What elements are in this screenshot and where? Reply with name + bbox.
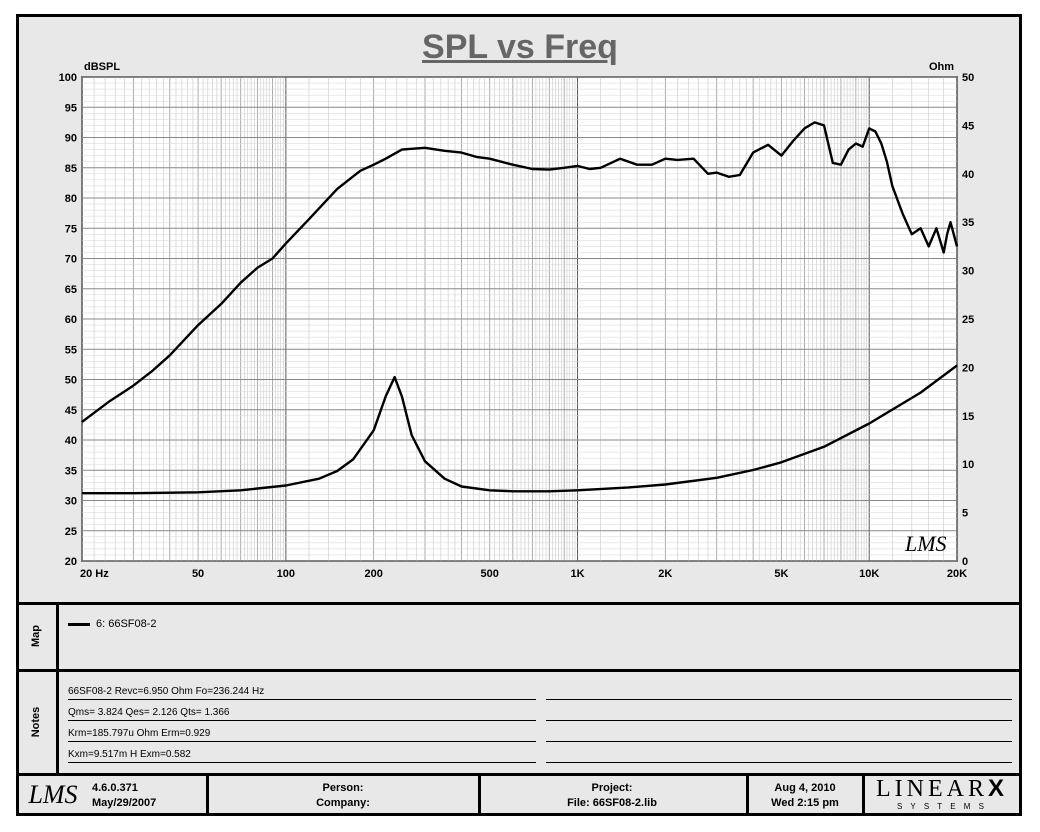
x-tick-label: 20K [947,568,967,580]
notes-line-3: Krm=185.797u Ohm Erm=0.929 [68,725,536,742]
y-right-tick-label: 25 [962,314,974,326]
footer-divider-1 [206,774,209,814]
watermark-text: LMS [904,531,947,556]
date-label: Aug 4, 2010 [774,782,836,794]
lms-logo: LMS [28,780,78,809]
notes-blank-1 [546,683,1012,700]
time-label: Wed 2:15 pm [771,797,839,809]
notes-divider [56,672,59,773]
right-axis-unit: Ohm [929,61,955,73]
y-left-tick-label: 25 [65,526,77,538]
footer-divider-4 [862,774,865,814]
person-label: Person: [322,782,364,794]
y-left-tick-label: 100 [59,72,77,84]
series-lines [81,121,959,495]
linearx-logo: LINEARX S Y S T E M S [866,777,1018,817]
brand-main: LINEAR [876,776,988,802]
map-divider [56,605,59,669]
build-date: May/29/2007 [92,797,157,809]
notes-blank-2 [546,704,1012,721]
y-left-tick-label: 65 [65,284,77,296]
y-right-tick-label: 35 [962,217,974,229]
y-right-tick-label: 50 [962,72,974,84]
y-left-tick-label: 45 [65,405,77,417]
y-left-tick-label: 50 [65,375,77,387]
impedance-series-line [82,364,958,495]
footer-panel [16,773,1022,816]
company-label: Company: [316,797,370,809]
x-tick-label: 500 [481,568,499,580]
y-right-tick-label: 30 [962,266,974,278]
brand-x: X [987,775,1008,802]
left-axis-unit: dBSPL [84,61,121,73]
notes-panel [16,669,1022,776]
spl-chart: 20 25 30 35 40 45 50 55 60 65 70 75 80 85 90 95 100 0 5 10 1… [59,72,975,580]
x-tick-label: 2K [658,568,672,580]
version-number: 4.6.0.371 [92,782,138,794]
y-right-tick-label: 5 [962,508,968,520]
project-label: Project: [591,782,633,794]
legend-entry-label: 6: 66SF08-2 [96,618,157,630]
x-tick-label: 1K [571,568,585,580]
y-left-tick-label: 55 [65,344,77,356]
notes-line-4: Kxm=9.517m H Exm=0.582 [68,746,536,763]
grid [81,76,958,562]
notes-line-1: 66SF08-2 Revc=6.950 Ohm Fo=236.244 Hz [68,683,536,700]
y-left-tick-label: 70 [65,254,77,266]
brand-sub: S Y S T E M S [897,802,987,811]
version-info: 4.6.0.371 May/29/2007 [92,781,202,821]
y-left-tick-label: 85 [65,163,77,175]
chart-title: SPL vs Freq [422,28,618,66]
notes-label: Notes [30,706,42,738]
map-label: Map [30,625,42,647]
y-right-tick-label: 0 [962,556,968,568]
notes-blank-3 [546,725,1012,742]
y-left-tick-label: 20 [65,556,77,568]
y-left-tick-label: 60 [65,314,77,326]
x-tick-label: 200 [364,568,382,580]
project-info: Project: File: 66SF08-2.lib [482,781,742,821]
notes-line-2: Qms= 3.824 Qes= 2.126 Qts= 1.366 [68,704,536,721]
x-tick-label: 100 [277,568,295,580]
x-tick-label: 20 Hz [80,568,109,580]
tick-labels: 20 25 30 35 40 45 50 55 60 65 70 75 80 85 90 95 100 0 5 10 1… [59,72,975,580]
x-tick-label: 5K [774,568,788,580]
x-tick-label: 10K [859,568,879,580]
y-left-tick-label: 90 [65,133,77,145]
y-left-tick-label: 75 [65,223,77,235]
person-company: Person: Company: [210,781,476,821]
file-label: File: 66SF08-2.lib [567,797,657,809]
x-tick-label: 50 [192,568,204,580]
spl-series-line [81,121,959,423]
y-left-tick-label: 35 [65,465,77,477]
footer-divider-2 [478,774,481,814]
notes-blank-4 [546,746,1012,763]
y-right-tick-label: 45 [962,120,974,132]
y-left-tick-label: 30 [65,496,77,508]
map-entry[interactable]: 6: 66SF08-2 [68,618,157,630]
legend-line-swatch [68,622,90,626]
date-time: Aug 4, 2010 Wed 2:15 pm [750,781,860,821]
y-left-tick-label: 80 [65,193,77,205]
y-right-tick-label: 10 [962,459,974,471]
y-right-tick-label: 15 [962,411,974,423]
map-panel [16,602,1022,672]
y-left-tick-label: 95 [65,102,77,114]
y-right-tick-label: 20 [962,362,974,374]
y-right-tick-label: 40 [962,169,974,181]
y-left-tick-label: 40 [65,435,77,447]
footer-divider-3 [746,774,749,814]
